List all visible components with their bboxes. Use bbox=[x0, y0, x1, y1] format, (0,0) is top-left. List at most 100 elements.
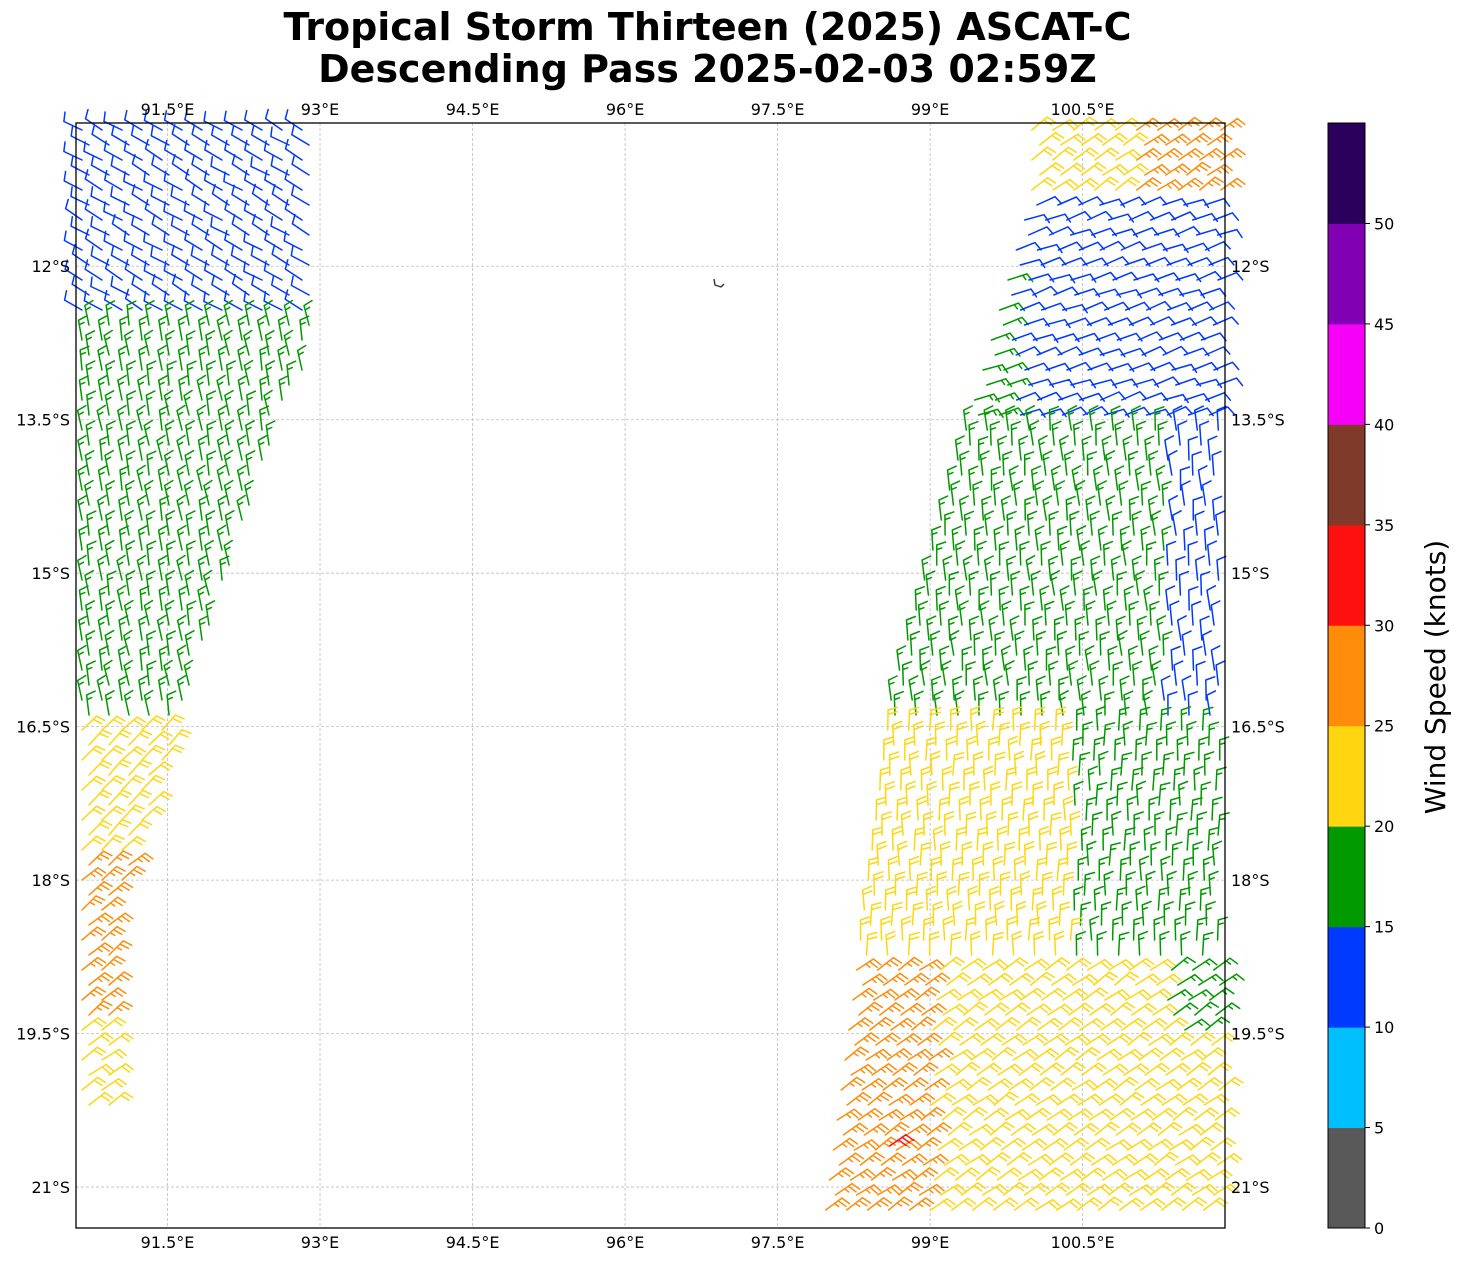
wind-barb bbox=[1023, 451, 1035, 476]
wind-barb bbox=[1026, 766, 1037, 791]
wind-barb bbox=[1128, 495, 1140, 521]
wind-barb bbox=[1132, 916, 1144, 941]
wind-barb bbox=[1149, 1181, 1176, 1196]
wind-barb bbox=[63, 230, 83, 251]
wind-barb bbox=[217, 345, 228, 371]
wind-barb bbox=[1094, 1121, 1120, 1136]
wind-barb bbox=[1006, 510, 1017, 536]
wind-barb bbox=[1045, 362, 1072, 372]
wind-barb bbox=[1073, 780, 1084, 806]
wind-barb bbox=[1039, 162, 1065, 176]
wind-barb bbox=[1075, 480, 1086, 506]
wind-barb bbox=[1086, 317, 1113, 326]
wind-barb bbox=[1067, 1108, 1094, 1121]
wind-barb bbox=[1063, 450, 1075, 476]
wind-barb bbox=[1110, 555, 1121, 581]
wind-barb bbox=[932, 1016, 958, 1031]
wind-barb bbox=[85, 330, 96, 356]
wind-barb bbox=[1138, 855, 1150, 881]
wind-barb bbox=[216, 314, 227, 341]
wind-barb bbox=[108, 1032, 134, 1046]
wind-barb bbox=[1052, 178, 1078, 191]
wind-barb bbox=[101, 865, 126, 881]
wind-barb bbox=[1145, 256, 1172, 266]
wind-barb bbox=[176, 434, 186, 461]
wind-barb bbox=[157, 675, 168, 701]
wind-barb bbox=[205, 330, 216, 356]
wind-barb bbox=[1007, 735, 1019, 761]
wind-barb bbox=[928, 1047, 954, 1061]
wind-barb bbox=[998, 541, 1010, 566]
wind-barb bbox=[952, 900, 963, 926]
wind-barb bbox=[1076, 675, 1087, 701]
wind-barb bbox=[243, 359, 254, 386]
wind-barb bbox=[224, 510, 235, 536]
wind-barb bbox=[1182, 1093, 1209, 1106]
wind-barb bbox=[1054, 706, 1067, 731]
wind-barb bbox=[1095, 781, 1108, 806]
wind-barb bbox=[900, 915, 912, 941]
wind-barb bbox=[183, 389, 193, 416]
wind-barb bbox=[88, 759, 113, 776]
wind-barb bbox=[1156, 973, 1182, 986]
wind-barb bbox=[1212, 1183, 1239, 1196]
wind-barb bbox=[1078, 392, 1106, 402]
wind-barb bbox=[1039, 585, 1050, 611]
wind-barb bbox=[1005, 405, 1016, 431]
wind-barb bbox=[971, 1197, 998, 1211]
lon-tick-label-bottom: 96°E bbox=[606, 1233, 644, 1252]
wind-barb bbox=[1038, 1167, 1065, 1181]
wind-barb bbox=[1024, 601, 1035, 626]
wind-barb bbox=[966, 735, 977, 761]
wind-barb bbox=[1069, 1152, 1096, 1166]
wind-barb bbox=[1157, 420, 1168, 446]
wind-barb bbox=[245, 420, 255, 446]
wind-barb bbox=[81, 1017, 107, 1031]
wind-barb bbox=[1138, 1047, 1164, 1061]
wind-barb bbox=[88, 1091, 114, 1106]
wind-barb bbox=[1161, 1093, 1188, 1106]
wind-barb bbox=[1048, 510, 1059, 536]
wind-barb bbox=[1178, 780, 1189, 806]
map-frame bbox=[75, 122, 1226, 1229]
wind-barb bbox=[949, 706, 961, 731]
wind-barb bbox=[1157, 147, 1183, 161]
wind-barb bbox=[1052, 146, 1078, 161]
lon-tick-label-bottom: 94.5°E bbox=[446, 1233, 500, 1252]
wind-barb bbox=[1100, 901, 1112, 926]
wind-barb bbox=[908, 855, 920, 881]
wind-barb bbox=[217, 494, 228, 521]
wind-barb bbox=[941, 766, 953, 791]
wind-barb bbox=[124, 109, 143, 131]
wind-barb bbox=[84, 108, 103, 131]
wind-barb bbox=[1214, 1107, 1240, 1121]
wind-barb bbox=[81, 805, 106, 821]
wind-barb bbox=[846, 1091, 872, 1106]
wind-barb bbox=[1033, 930, 1044, 956]
wind-barb bbox=[954, 1167, 981, 1181]
wind-barb bbox=[1179, 466, 1191, 491]
wind-barb bbox=[126, 390, 137, 416]
wind-barb bbox=[1069, 810, 1081, 836]
wind-barb bbox=[88, 820, 113, 836]
wind-barb bbox=[1089, 510, 1100, 536]
wind-barb bbox=[915, 871, 928, 896]
wind-barb bbox=[1078, 631, 1090, 656]
wind-barb bbox=[205, 600, 216, 626]
wind-barb bbox=[1045, 646, 1057, 671]
wind-barb bbox=[1217, 377, 1244, 387]
wind-barb bbox=[124, 480, 135, 506]
wind-barb bbox=[1032, 285, 1059, 296]
wind-barb bbox=[186, 600, 197, 626]
wind-barb bbox=[904, 736, 915, 761]
wind-barb bbox=[1006, 916, 1017, 941]
wind-barb bbox=[256, 314, 267, 341]
wind-barb bbox=[224, 139, 243, 161]
wind-barb bbox=[1157, 118, 1183, 131]
wind-barb bbox=[948, 781, 960, 806]
wind-barb bbox=[1113, 1076, 1139, 1091]
wind-barb bbox=[1212, 957, 1239, 971]
colorbar-tick-label: 35 bbox=[1374, 516, 1394, 535]
wind-barb bbox=[989, 570, 1001, 596]
wind-barb bbox=[890, 901, 903, 926]
